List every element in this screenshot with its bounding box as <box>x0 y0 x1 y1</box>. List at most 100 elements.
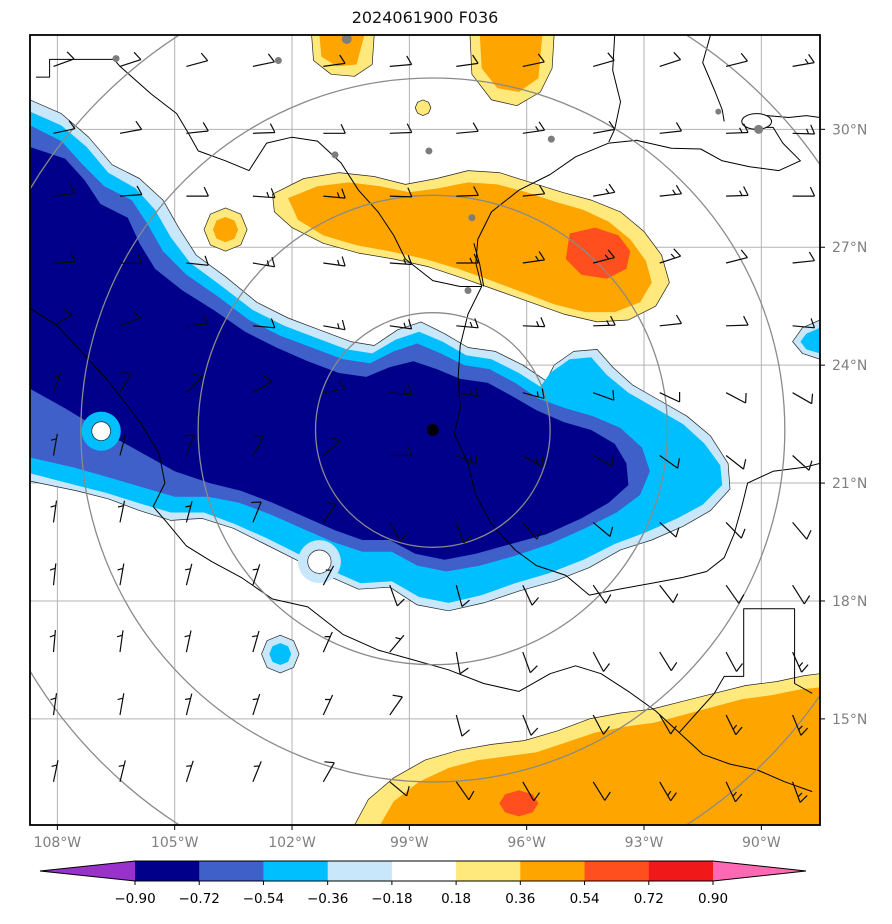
wind-barb <box>659 714 677 735</box>
wind-barb <box>522 317 546 328</box>
colorbar-tick-label: 0.90 <box>698 891 728 907</box>
wind-barb <box>792 781 808 803</box>
contour-region-south-band-054 <box>499 790 539 817</box>
wind-barb <box>725 249 748 264</box>
contour-region-hole-south <box>307 549 332 574</box>
colorbar-over-arrow <box>713 861 806 881</box>
wind-barb <box>456 186 479 197</box>
wind-barb <box>792 186 816 197</box>
colorbar: −0.90 −0.72 −0.54 −0.36 −0.18 0.18 0.36 0.54 0.7… <box>39 860 807 907</box>
wind-barb <box>792 124 816 135</box>
wind-barb <box>659 651 678 672</box>
city-dot <box>715 108 722 115</box>
wind-barb <box>184 693 193 716</box>
contour-region-tiny-spot-018 <box>414 99 432 116</box>
wind-barb <box>389 694 403 716</box>
wind-barb <box>522 714 539 736</box>
coastline-guat-borders <box>678 608 813 733</box>
wind-barb <box>186 314 209 327</box>
y-tick-label: 30°N <box>832 122 867 138</box>
wind-barb <box>592 651 610 672</box>
y-tick-label: 15°N <box>832 712 867 728</box>
wind-barb <box>52 371 62 393</box>
wind-barb <box>252 53 275 67</box>
wind-barb <box>389 384 413 396</box>
wind-barb <box>252 188 276 199</box>
city-dot <box>468 214 476 222</box>
wind-barb <box>792 455 813 471</box>
wind-barb <box>389 522 407 542</box>
wind-barb <box>252 693 261 716</box>
wind-barb <box>389 123 413 134</box>
map-layer <box>30 35 820 825</box>
city-dot <box>274 57 282 65</box>
wind-barb <box>725 714 743 736</box>
wind-barb <box>119 51 142 67</box>
colorbar-tick-label: −0.72 <box>179 891 220 907</box>
wind-barb <box>185 760 194 782</box>
wind-barb <box>389 187 413 198</box>
wind-barb <box>53 253 77 264</box>
wind-barb <box>725 584 745 604</box>
range-ring <box>197 194 669 666</box>
range-ring <box>314 312 551 548</box>
wind-barb <box>50 500 58 523</box>
wind-barb <box>456 386 479 398</box>
wind-barb <box>117 563 125 586</box>
colorbar-cell <box>391 861 457 881</box>
wind-barb <box>726 123 749 134</box>
wind-barb <box>184 630 192 653</box>
contour-region-blue-band-072 <box>30 147 629 560</box>
wind-barb <box>593 249 615 264</box>
wind-barb <box>185 500 193 523</box>
colorbar-tick-label: −0.18 <box>371 891 412 907</box>
x-tick-label: 108°W <box>34 835 82 851</box>
contour-region-hole-west <box>91 421 111 441</box>
wind-barb <box>659 781 677 802</box>
wind-barb <box>119 310 142 327</box>
wind-barb <box>592 584 612 604</box>
wind-barb <box>118 760 126 782</box>
wind-barb <box>389 254 413 266</box>
contour-region-spot-east-light <box>800 327 820 354</box>
wind-barb <box>53 120 76 134</box>
wind-barb <box>323 319 346 331</box>
wind-barb <box>455 714 470 737</box>
colorbar-under-arrow <box>40 861 135 881</box>
wind-barb <box>456 318 479 329</box>
wind-barb <box>185 373 203 394</box>
wind-barb <box>792 392 814 405</box>
wind-barb <box>53 184 76 197</box>
wind-barb <box>186 122 209 134</box>
wind-barb <box>455 585 470 607</box>
storm-center-dot <box>426 424 439 436</box>
x-tick-label: 96°W <box>507 835 546 851</box>
coastline-mx-gulf <box>453 286 820 596</box>
wind-barb <box>53 308 73 327</box>
city-dot <box>754 124 764 134</box>
wind-barb <box>251 501 262 523</box>
coastline-rio-grande-border <box>35 58 482 287</box>
x-tick-label: 93°W <box>625 835 664 851</box>
wind-barb <box>252 630 260 653</box>
contour-region-west-spot-036 <box>213 217 239 243</box>
wind-barb <box>119 185 143 197</box>
wind-barb <box>186 186 209 197</box>
wind-barb <box>725 521 746 539</box>
wind-barb <box>522 121 546 134</box>
x-tick-label: 105°W <box>151 835 199 851</box>
contour-region-north-band-036 <box>288 182 652 313</box>
wind-barb <box>725 52 748 67</box>
city-dot <box>464 286 472 294</box>
wind-barb <box>725 781 743 803</box>
wind-barb <box>522 522 542 540</box>
colorbar-cell <box>199 861 264 881</box>
wind-barb <box>659 122 683 134</box>
wind-barb <box>50 693 58 716</box>
wind-barb <box>50 433 58 456</box>
y-tick-label: 24°N <box>832 358 867 374</box>
contour-region-top-patch-b-036 <box>479 35 543 92</box>
wind-barb <box>389 584 405 607</box>
wind-barb <box>593 120 616 134</box>
